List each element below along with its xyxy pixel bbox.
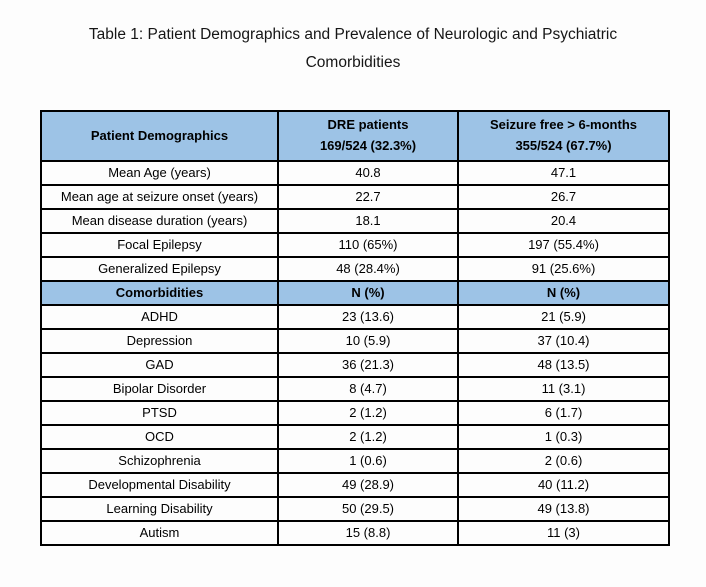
row-label: Generalized Epilepsy: [40, 256, 279, 282]
dre-value: 49 (28.9): [277, 472, 459, 498]
seizure-free-value: 37 (10.4): [457, 328, 670, 354]
dre-value: 40.8: [277, 160, 459, 186]
row-label: ADHD: [40, 304, 279, 330]
header-seizure-free-line1: Seizure free > 6-months: [489, 117, 638, 133]
row-label: Depression: [40, 328, 279, 354]
table-row: Focal Epilepsy 110 (65%) 197 (55.4%): [40, 232, 670, 258]
table-row: PTSD 2 (1.2) 6 (1.7): [40, 400, 670, 426]
header-dre-line2: 169/524 (32.3%): [319, 138, 417, 153]
table-header-row: Patient Demographics DRE patients 169/52…: [40, 110, 670, 162]
row-label: Learning Disability: [40, 496, 279, 522]
header-cell-seizure-free: Seizure free > 6-months 355/524 (67.7%): [457, 110, 670, 162]
row-label: OCD: [40, 424, 279, 450]
seizure-free-value: 6 (1.7): [457, 400, 670, 426]
table-row: GAD 36 (21.3) 48 (13.5): [40, 352, 670, 378]
row-label: Developmental Disability: [40, 472, 279, 498]
header-cell-patient-demographics: Patient Demographics: [40, 110, 279, 162]
header-cell-dre-patients: DRE patients 169/524 (32.3%): [277, 110, 459, 162]
dre-value: 36 (21.3): [277, 352, 459, 378]
seizure-free-value: 21 (5.9): [457, 304, 670, 330]
seizure-free-value: 48 (13.5): [457, 352, 670, 378]
header-dre-line1: DRE patients: [327, 117, 409, 133]
table-row: Mean disease duration (years) 18.1 20.4: [40, 208, 670, 234]
seizure-free-value: 2 (0.6): [457, 448, 670, 474]
table-row: Generalized Epilepsy 48 (28.4%) 91 (25.6…: [40, 256, 670, 282]
dre-value: 48 (28.4%): [277, 256, 459, 282]
row-label: Schizophrenia: [40, 448, 279, 474]
table-row: Schizophrenia 1 (0.6) 2 (0.6): [40, 448, 670, 474]
dre-value: 50 (29.5): [277, 496, 459, 522]
header-seizure-free-line2: 355/524 (67.7%): [515, 138, 612, 153]
table-row: Autism 15 (8.8) 11 (3): [40, 520, 670, 546]
dre-value: 8 (4.7): [277, 376, 459, 402]
seizure-free-value: 11 (3.1): [457, 376, 670, 402]
row-label: Mean Age (years): [40, 160, 279, 186]
table-row: OCD 2 (1.2) 1 (0.3): [40, 424, 670, 450]
table-row: Learning Disability 50 (29.5) 49 (13.8): [40, 496, 670, 522]
dre-value: 2 (1.2): [277, 424, 459, 450]
row-label: Autism: [40, 520, 279, 546]
header-cell-comorbidities: Comorbidities: [40, 280, 279, 306]
patient-demographics-table: Patient Demographics DRE patients 169/52…: [40, 110, 670, 546]
row-label: Mean disease duration (years): [40, 208, 279, 234]
dre-value: 10 (5.9): [277, 328, 459, 354]
seizure-free-value: 26.7: [457, 184, 670, 210]
row-label: Mean age at seizure onset (years): [40, 184, 279, 210]
table-caption-line1: Table 1: Patient Demographics and Preval…: [88, 26, 618, 43]
dre-value: 22.7: [277, 184, 459, 210]
row-label: GAD: [40, 352, 279, 378]
seizure-free-value: 91 (25.6%): [457, 256, 670, 282]
row-label: PTSD: [40, 400, 279, 426]
seizure-free-value: 1 (0.3): [457, 424, 670, 450]
row-label: Focal Epilepsy: [40, 232, 279, 258]
dre-value: 1 (0.6): [277, 448, 459, 474]
seizure-free-value: 11 (3): [457, 520, 670, 546]
header-cell-n-percent-dre: N (%): [277, 280, 459, 306]
seizure-free-value: 40 (11.2): [457, 472, 670, 498]
table-row: Mean Age (years) 40.8 47.1: [40, 160, 670, 186]
seizure-free-value: 20.4: [457, 208, 670, 234]
seizure-free-value: 49 (13.8): [457, 496, 670, 522]
table-row: Mean age at seizure onset (years) 22.7 2…: [40, 184, 670, 210]
header-cell-n-percent-seizure-free: N (%): [457, 280, 670, 306]
dre-value: 23 (13.6): [277, 304, 459, 330]
table-caption-line2: Comorbidities: [305, 54, 401, 71]
dre-value: 110 (65%): [277, 232, 459, 258]
table-row: Depression 10 (5.9) 37 (10.4): [40, 328, 670, 354]
table-row: Bipolar Disorder 8 (4.7) 11 (3.1): [40, 376, 670, 402]
comorbidities-header-row: Comorbidities N (%) N (%): [40, 280, 670, 306]
seizure-free-value: 47.1: [457, 160, 670, 186]
dre-value: 2 (1.2): [277, 400, 459, 426]
dre-value: 18.1: [277, 208, 459, 234]
seizure-free-value: 197 (55.4%): [457, 232, 670, 258]
dre-value: 15 (8.8): [277, 520, 459, 546]
table-row: ADHD 23 (13.6) 21 (5.9): [40, 304, 670, 330]
table-caption: Table 1: Patient Demographics and Preval…: [0, 21, 706, 77]
table-row: Developmental Disability 49 (28.9) 40 (1…: [40, 472, 670, 498]
row-label: Bipolar Disorder: [40, 376, 279, 402]
